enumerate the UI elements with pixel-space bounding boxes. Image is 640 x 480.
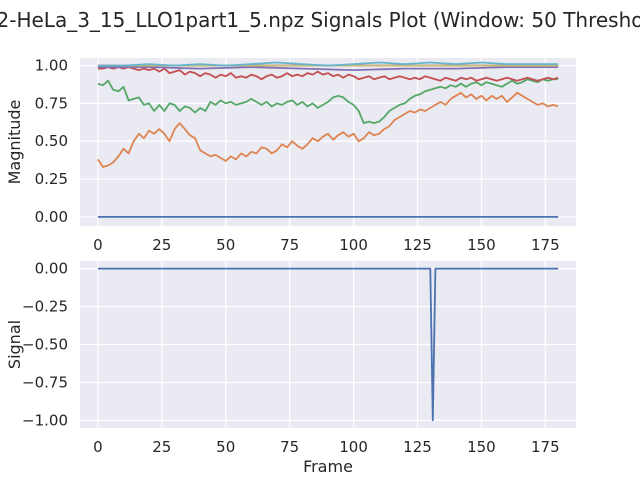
x-tick-label: 75 (280, 236, 299, 254)
y-tick-label: 1.00 (35, 57, 68, 75)
y-tick-label: 0.50 (35, 132, 68, 150)
x-axis-label: Frame (303, 457, 353, 476)
x-tick-label: 100 (339, 236, 368, 254)
x-tick-label: 75 (280, 438, 299, 456)
y-tick-label: 0.75 (35, 94, 68, 112)
x-tick-label: 175 (531, 438, 560, 456)
y-tick-label: −0.50 (22, 336, 68, 354)
y-tick-label: −1.00 (22, 411, 68, 429)
series-line-3 (97, 66, 559, 82)
series-line-2 (97, 78, 559, 124)
y-tick-label: −0.25 (22, 298, 68, 316)
series-line-9 (97, 61, 559, 67)
series-line-1 (97, 91, 559, 168)
y-tick-label: 0.25 (35, 170, 68, 188)
signal-axes: 0 25 50 75 100 125 150 175 0.00 −0.25 −0.50 −0.75 −1… (5, 260, 576, 476)
series-line-0 (97, 267, 559, 422)
y-tick-label: 0.00 (35, 260, 68, 278)
x-tick-label: 150 (467, 236, 496, 254)
x-tick-label: 150 (467, 438, 496, 456)
x-tick-label: 25 (152, 236, 171, 254)
x-tick-label: 175 (531, 236, 560, 254)
magnitude-axes: 0 25 50 75 100 125 150 175 0.00 0.25 0.50 0.75 1.00 M… (5, 57, 576, 254)
y-axis-label: Magnitude (5, 100, 24, 185)
x-tick-label: 50 (216, 236, 235, 254)
y-tick-label: −0.75 (22, 373, 68, 391)
plot-area (80, 58, 576, 226)
y-axis-label: Signal (5, 320, 24, 369)
series-line-4 (97, 66, 559, 71)
x-tick-label: 0 (93, 438, 103, 456)
y-tick-label: 0.00 (35, 208, 68, 226)
x-tick-label: 100 (339, 438, 368, 456)
x-tick-label: 25 (152, 438, 171, 456)
x-tick-label: 0 (93, 236, 103, 254)
x-tick-label: 50 (216, 438, 235, 456)
x-tick-label: 125 (403, 438, 432, 456)
x-tick-label: 125 (403, 236, 432, 254)
figure-title: ed2-HeLa_3_15_LLO1part1_5.npz Signals Pl… (0, 8, 640, 32)
